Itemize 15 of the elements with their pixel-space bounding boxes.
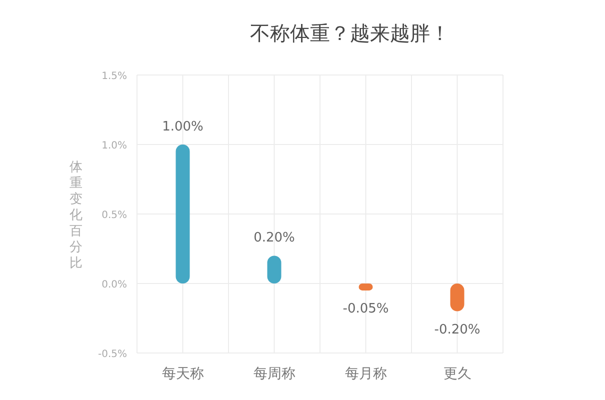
y-tick-label: 1.0%	[102, 140, 127, 152]
y-tick-label: 0.5%	[102, 210, 127, 221]
ylabel: 体重变化百分比	[70, 160, 82, 271]
data-label: -0.05%	[342, 301, 389, 316]
x-tick-label: 更久	[443, 366, 472, 382]
y-tick-label: -0.5%	[98, 349, 127, 360]
data-label: -0.20%	[434, 322, 480, 338]
data-label: 0.20%	[254, 230, 295, 246]
x-tick-label: 每月称	[344, 366, 387, 382]
chart-title: 不称体重？越来越胖！	[250, 21, 450, 45]
data-label: 1.00%	[162, 120, 204, 134]
y-tick-label: 0.0%	[102, 280, 127, 290]
x-tick-label: 每天称	[162, 366, 204, 382]
x-tick-label: 每周称	[253, 366, 296, 382]
y-tick-label: 1.5%	[102, 71, 127, 82]
